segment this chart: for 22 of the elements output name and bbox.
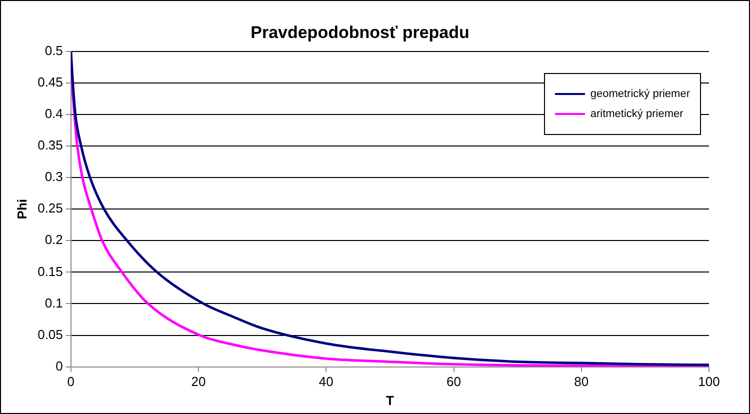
y-tick-label: 0.35: [38, 138, 63, 153]
y-tick-label: 0.1: [44, 295, 63, 310]
y-tick-label: 0.25: [38, 200, 63, 216]
chart-title: Pravdepodobnosť prepadu: [250, 22, 470, 42]
x-tick-label: 80: [574, 374, 589, 390]
y-tick-label: 0.45: [38, 74, 63, 90]
y-tick-label: 0.3: [44, 169, 63, 184]
y-tick-label: 0.5: [44, 42, 63, 58]
y-tick-label: 0.15: [38, 264, 63, 279]
legend-label: aritmetický priemer: [590, 108, 684, 120]
legend-label: geometrický priemer: [590, 88, 690, 100]
x-tick-label: 0: [67, 374, 75, 390]
y-axis-title: Phi: [14, 198, 30, 220]
y-tick-label: 0.4: [44, 106, 63, 122]
y-tick-label: 0.2: [44, 232, 63, 248]
y-tick-label: 0: [56, 358, 63, 374]
x-tick-label: 40: [318, 374, 334, 390]
x-tick-label: 100: [698, 374, 720, 390]
x-tick-label: 60: [446, 374, 461, 390]
y-tick-label: 0.05: [38, 326, 63, 342]
x-axis-title: T: [386, 392, 394, 408]
x-tick-label: 20: [191, 374, 206, 390]
